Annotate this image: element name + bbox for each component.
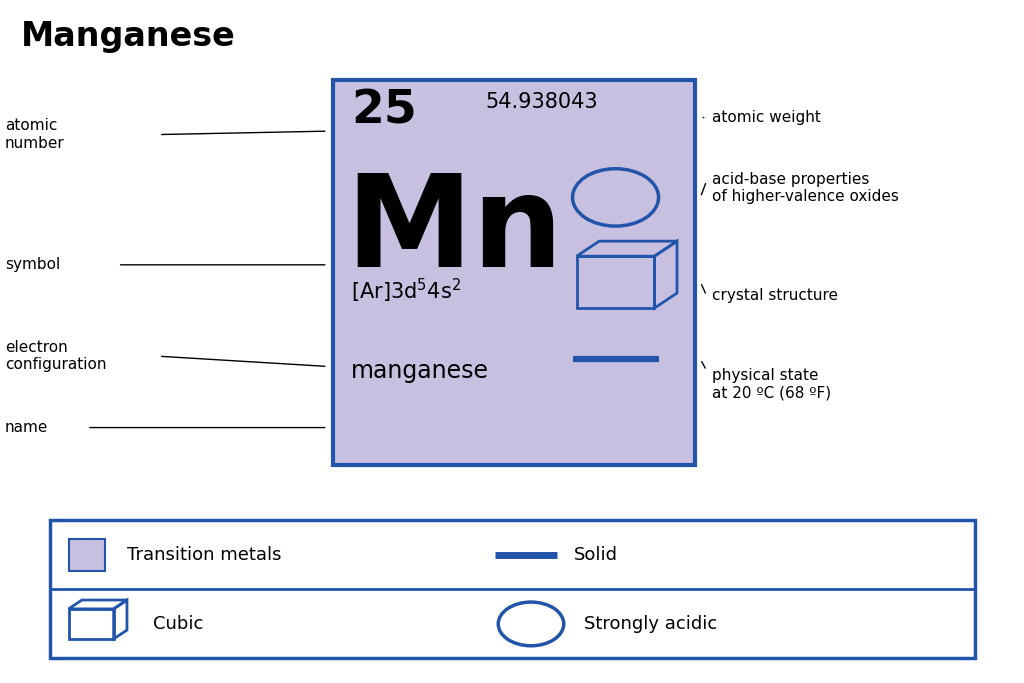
Text: Cubic: Cubic	[153, 615, 203, 633]
Text: symbol: symbol	[5, 257, 60, 273]
Text: 25: 25	[351, 88, 417, 133]
Text: $\mathregular{[Ar]3d^54s^2}$: $\mathregular{[Ar]3d^54s^2}$	[351, 277, 461, 305]
Text: Transition metals: Transition metals	[127, 546, 282, 564]
Text: atomic
number: atomic number	[5, 118, 65, 151]
Text: Solid: Solid	[574, 546, 618, 564]
Text: crystal structure: crystal structure	[712, 288, 838, 303]
FancyBboxPatch shape	[69, 538, 105, 571]
Text: 54.938043: 54.938043	[485, 92, 598, 112]
FancyBboxPatch shape	[333, 80, 695, 465]
Text: physical state
at 20 ºC (68 ºF): physical state at 20 ºC (68 ºF)	[712, 368, 830, 400]
Text: manganese: manganese	[351, 359, 489, 383]
Text: Strongly acidic: Strongly acidic	[585, 615, 718, 633]
Text: acid-base properties
of higher-valence oxides: acid-base properties of higher-valence o…	[712, 171, 898, 204]
Text: Mn: Mn	[345, 169, 563, 294]
FancyBboxPatch shape	[50, 520, 975, 658]
Text: name: name	[5, 420, 48, 435]
Text: Manganese: Manganese	[20, 20, 236, 53]
Text: electron
configuration: electron configuration	[5, 340, 106, 372]
Text: atomic weight: atomic weight	[712, 110, 820, 125]
